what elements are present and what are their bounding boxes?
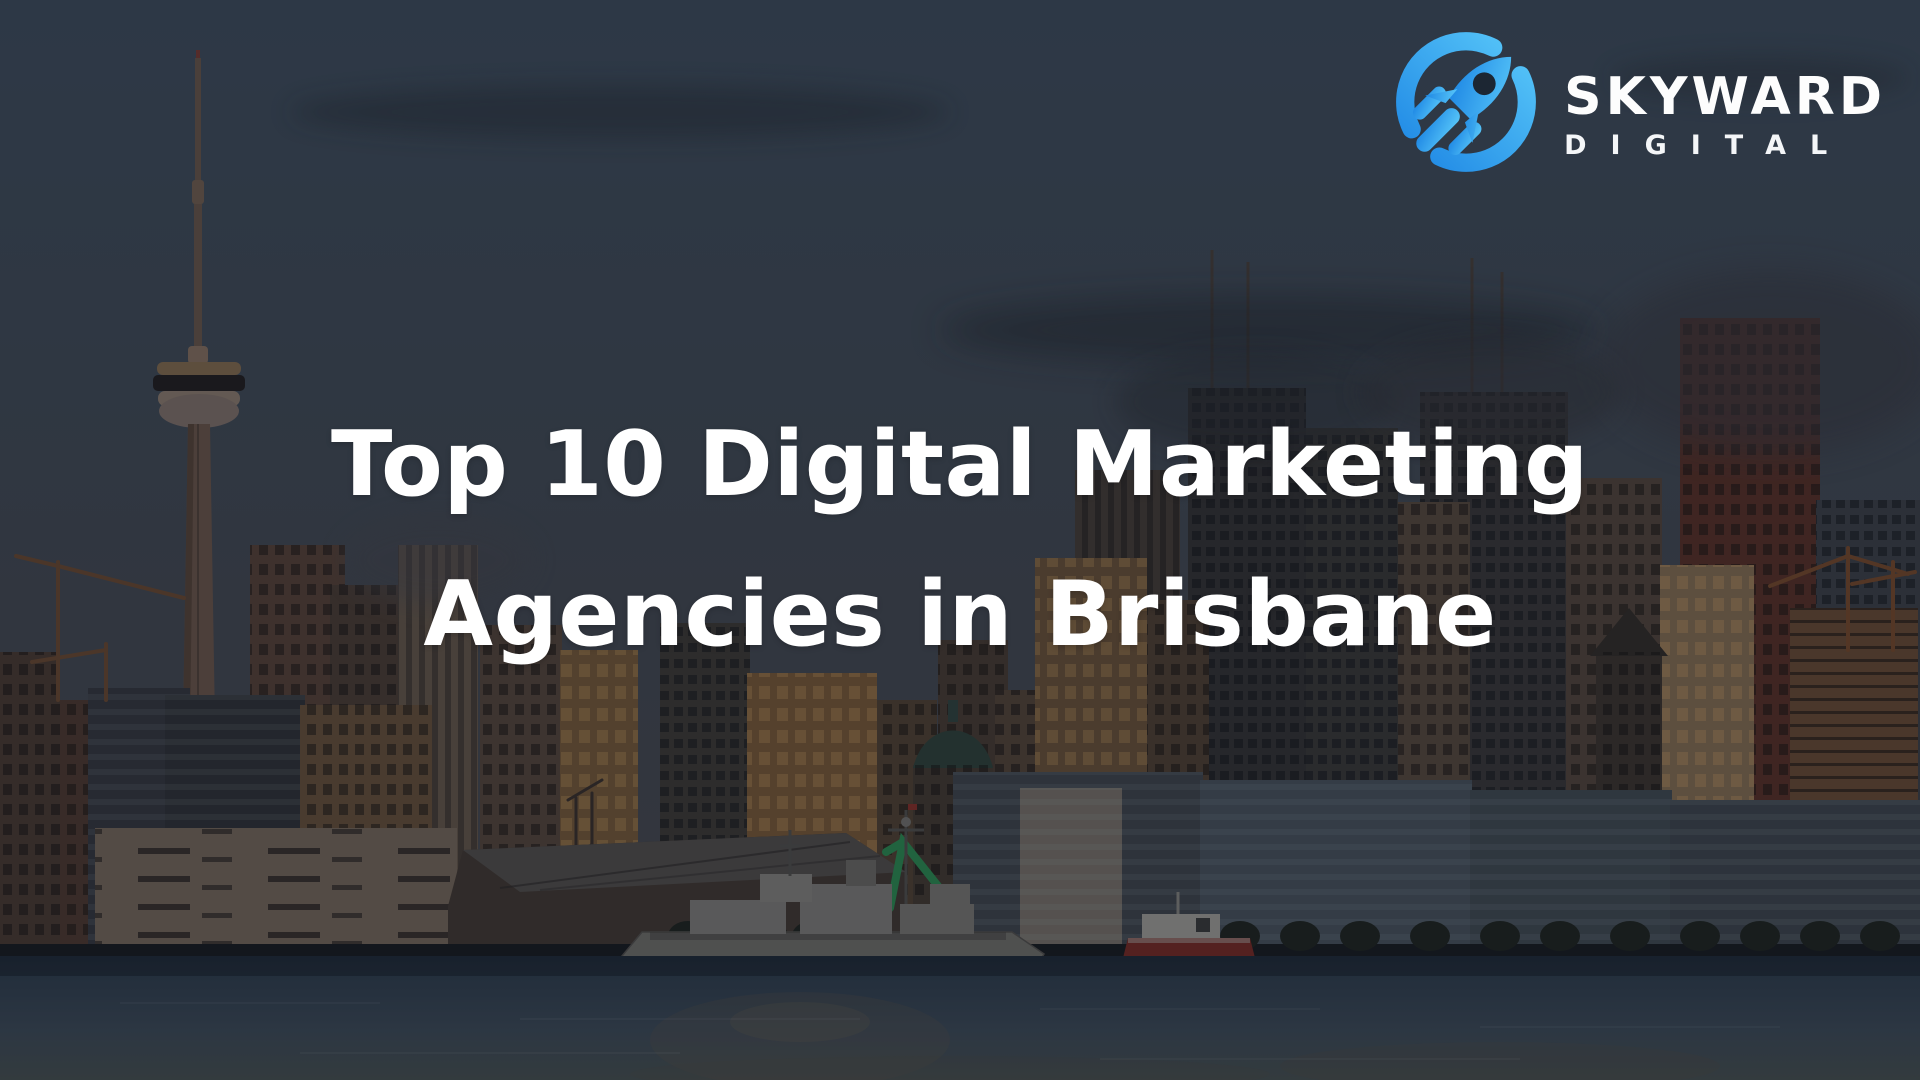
harbour-water — [0, 956, 1920, 1080]
brand-name: SKYWARD — [1564, 67, 1886, 127]
brand-wordmark: SKYWARD DIGITAL — [1564, 71, 1886, 159]
cloud-streaks — [290, 56, 1920, 605]
title-line-2: Agencies in Brisbane — [423, 562, 1497, 667]
rocket-logo-icon — [1396, 32, 1537, 172]
brand-logo: SKYWARD DIGITAL — [1390, 26, 1886, 178]
brand-subtitle: DIGITAL — [1564, 130, 1852, 161]
title-line-1: Top 10 Digital Marketing — [331, 412, 1589, 517]
green-crane — [882, 832, 942, 912]
page-title: Top 10 Digital Marketing Agencies in Bri… — [0, 390, 1920, 690]
